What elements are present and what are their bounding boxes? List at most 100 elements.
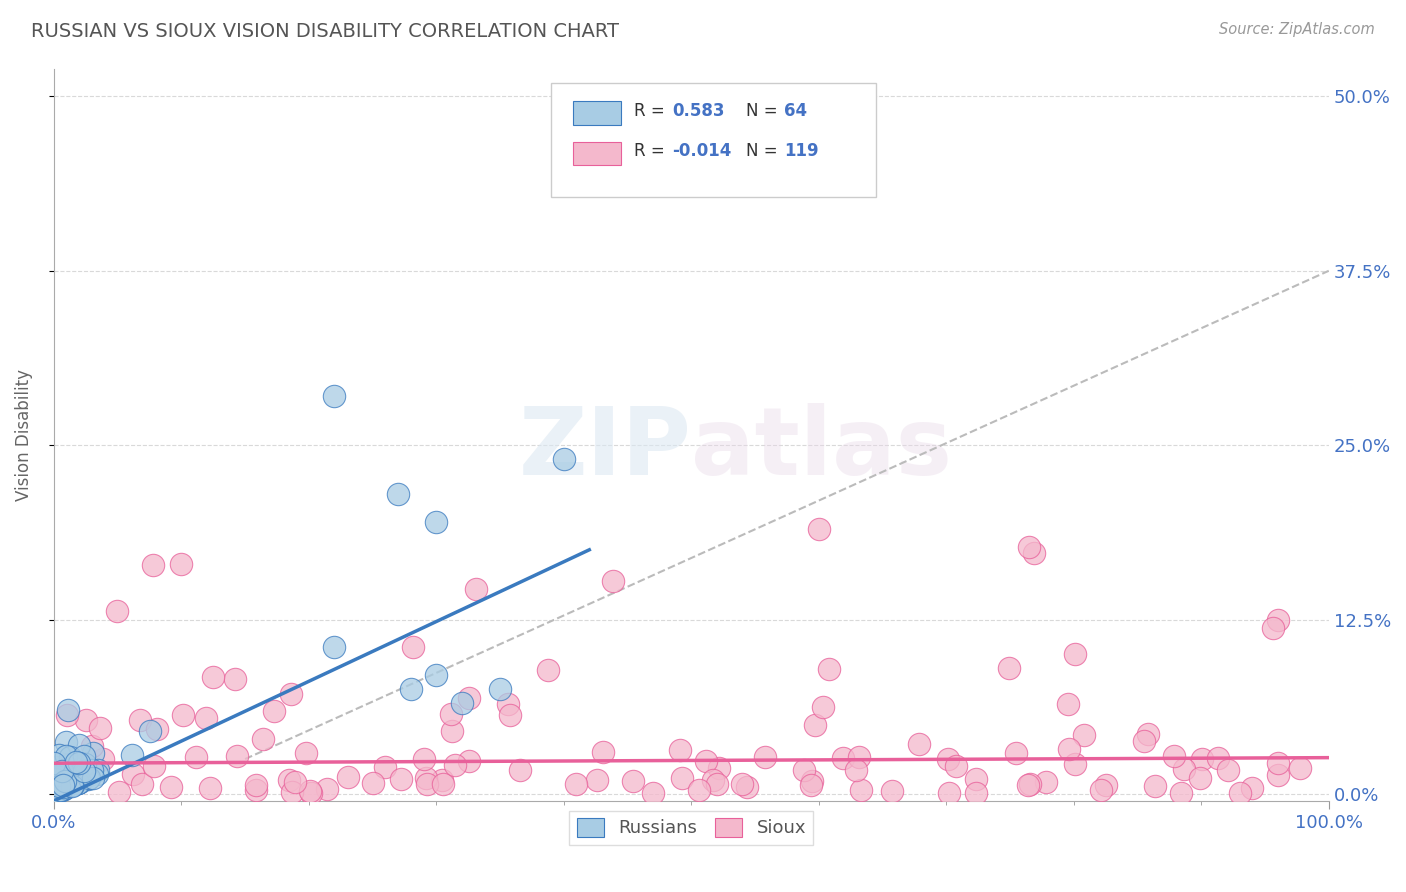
Point	[553, 452, 575, 467]
Point	[131, 777, 153, 791]
Point	[87, 763, 110, 777]
Point	[1064, 648, 1087, 662]
Point	[59, 750, 82, 764]
Point	[298, 783, 321, 797]
Point	[55, 773, 77, 788]
Point	[226, 749, 249, 764]
Point	[848, 749, 870, 764]
Point	[73, 749, 96, 764]
Point	[1288, 761, 1310, 775]
Point	[44, 782, 66, 797]
Point	[82, 739, 104, 753]
Point	[1018, 540, 1040, 554]
Text: -0.014: -0.014	[672, 142, 731, 160]
Point	[67, 738, 90, 752]
Point	[146, 722, 169, 736]
Point	[537, 664, 560, 678]
Point	[361, 776, 384, 790]
Point	[1133, 734, 1156, 748]
Point	[55, 767, 77, 781]
Point	[184, 750, 207, 764]
Point	[945, 759, 967, 773]
Point	[1173, 762, 1195, 776]
Point	[807, 522, 830, 536]
Point	[55, 735, 77, 749]
Point	[263, 704, 285, 718]
Point	[804, 718, 827, 732]
Point	[1267, 768, 1289, 782]
Point	[1261, 621, 1284, 635]
Point	[1019, 777, 1042, 791]
Point	[908, 737, 931, 751]
Point	[67, 776, 90, 790]
Point	[44, 756, 66, 770]
Point	[77, 772, 100, 787]
Point	[399, 682, 422, 697]
Point	[52, 780, 75, 795]
Text: R =: R =	[634, 102, 669, 120]
Point	[706, 777, 728, 791]
Point	[1090, 782, 1112, 797]
Point	[374, 760, 396, 774]
Point	[416, 777, 439, 791]
Point	[44, 781, 66, 796]
Point	[1073, 728, 1095, 742]
Point	[170, 557, 193, 571]
Point	[245, 778, 267, 792]
Point	[1170, 785, 1192, 799]
Point	[832, 751, 855, 765]
Point	[44, 772, 66, 786]
Point	[1216, 763, 1239, 777]
Point	[86, 766, 108, 780]
Point	[45, 778, 67, 792]
Point	[252, 731, 274, 746]
Point	[122, 767, 145, 781]
Text: 119: 119	[785, 142, 818, 160]
Point	[621, 774, 644, 789]
Point	[425, 668, 447, 682]
Point	[142, 758, 165, 772]
Point	[73, 764, 96, 778]
Point	[107, 785, 129, 799]
Text: RUSSIAN VS SIOUX VISION DISABILITY CORRELATION CHART: RUSSIAN VS SIOUX VISION DISABILITY CORRE…	[31, 22, 619, 41]
Point	[811, 700, 834, 714]
Point	[671, 771, 693, 785]
Point	[62, 774, 84, 789]
Point	[77, 771, 100, 785]
Point	[457, 755, 479, 769]
Point	[202, 670, 225, 684]
Point	[67, 756, 90, 771]
Point	[62, 778, 84, 792]
Point	[592, 745, 614, 759]
Point	[53, 773, 76, 788]
Point	[464, 582, 486, 596]
Point	[965, 772, 987, 787]
Point	[48, 748, 70, 763]
Point	[1017, 778, 1039, 792]
Point	[1188, 771, 1211, 785]
Point	[160, 780, 183, 795]
Point	[55, 748, 77, 763]
Point	[817, 663, 839, 677]
Point	[695, 754, 717, 768]
Point	[58, 703, 80, 717]
Point	[277, 772, 299, 787]
Point	[1267, 756, 1289, 770]
Point	[65, 766, 87, 780]
Y-axis label: Vision Disability: Vision Disability	[15, 368, 32, 500]
Point	[56, 707, 79, 722]
Point	[425, 515, 447, 529]
Point	[69, 774, 91, 789]
Point	[499, 707, 522, 722]
Point	[586, 773, 609, 788]
Point	[602, 574, 624, 588]
Point	[936, 752, 959, 766]
Point	[882, 783, 904, 797]
Text: R =: R =	[634, 142, 669, 160]
Point	[245, 782, 267, 797]
Point	[1056, 697, 1078, 711]
Point	[67, 776, 90, 790]
Text: ZIP: ZIP	[519, 403, 692, 495]
Point	[1143, 780, 1166, 794]
Point	[1064, 756, 1087, 771]
